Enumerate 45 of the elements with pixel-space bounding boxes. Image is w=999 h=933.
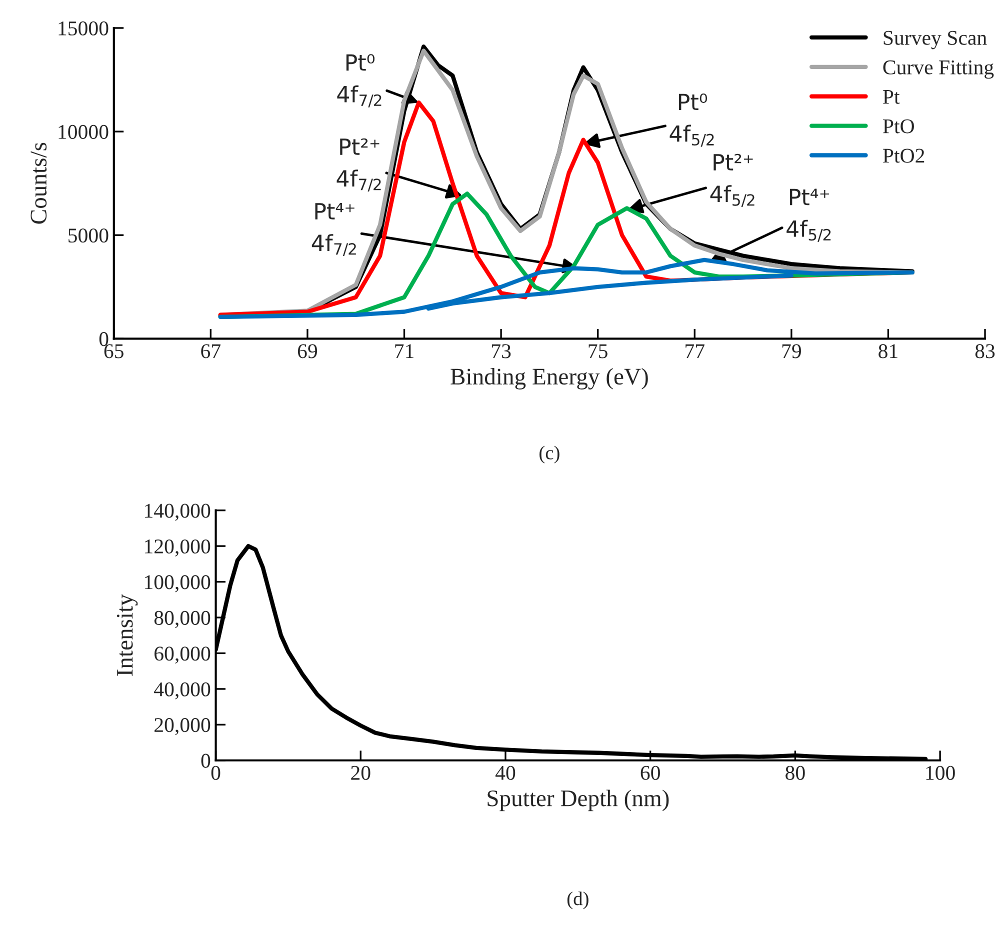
- y-tick-label: 0: [201, 754, 210, 768]
- y-tick-label: 80,000: [154, 610, 210, 628]
- x-tick-label: 73: [492, 344, 511, 358]
- y-tick-label: 140,000: [145, 504, 210, 521]
- x-tick-label: 40: [495, 766, 516, 780]
- y-tick-label: 10000: [58, 124, 108, 139]
- y-tick-label: 5000: [68, 228, 108, 243]
- annotation: Pt⁰ 4f$_{5/2}$: [670, 94, 714, 147]
- legend-label: PtO: [883, 119, 914, 134]
- annotation: Pt⁴⁺ 4f$_{7/2}$: [312, 203, 356, 256]
- legend-label: Survey Scan: [884, 30, 987, 50]
- y-tick-label: 100,000: [145, 575, 210, 592]
- annotation: Pt⁰ 4f$_{7/2}$: [337, 54, 382, 108]
- x-tick-label: 83: [975, 344, 995, 358]
- y-axis-title: Intensity: [116, 594, 138, 676]
- x-tick-label: 20: [351, 766, 370, 780]
- legend-label: PtO2: [883, 148, 924, 163]
- x-tick-label: 75: [588, 344, 608, 358]
- x-tick-label: 60: [640, 766, 660, 780]
- x-axis-title: Sputter Depth (nm): [488, 790, 669, 812]
- legend-label: Curve Fitting: [883, 60, 994, 79]
- y-tick-label: 20,000: [154, 718, 210, 736]
- annotation: Pt²⁺ 4f$_{5/2}$: [710, 154, 754, 208]
- y-axis-title: Counts/s: [30, 142, 47, 224]
- text: (c): [540, 446, 560, 464]
- x-tick-label: 77: [686, 344, 704, 358]
- y-tick-label: 40,000: [154, 682, 210, 700]
- text: (d): [567, 892, 588, 910]
- x-tick-label: 0: [211, 766, 220, 780]
- y-tick-label: 0: [99, 332, 108, 346]
- x-axis-title: Binding Energy (eV): [450, 368, 648, 390]
- annotation: Pt²⁺ 4f$_{7/2}$: [336, 138, 381, 192]
- x-tick-label: 81: [878, 344, 898, 358]
- x-tick-label: 69: [298, 344, 318, 358]
- legend-label: Pt: [883, 90, 900, 104]
- annotation: Pt⁴⁺ 4f$_{5/2}$: [786, 188, 831, 242]
- x-tick-label: 65: [104, 344, 124, 358]
- x-tick-label: 71: [395, 344, 414, 358]
- x-tick-label: 67: [201, 344, 220, 358]
- y-tick-label: 60,000: [154, 646, 210, 664]
- x-tick-label: 100: [926, 766, 955, 780]
- y-tick-label: 120,000: [145, 539, 210, 557]
- x-tick-label: 79: [782, 344, 801, 358]
- x-tick-label: 80: [786, 766, 805, 780]
- y-tick-label: 15000: [58, 21, 108, 36]
